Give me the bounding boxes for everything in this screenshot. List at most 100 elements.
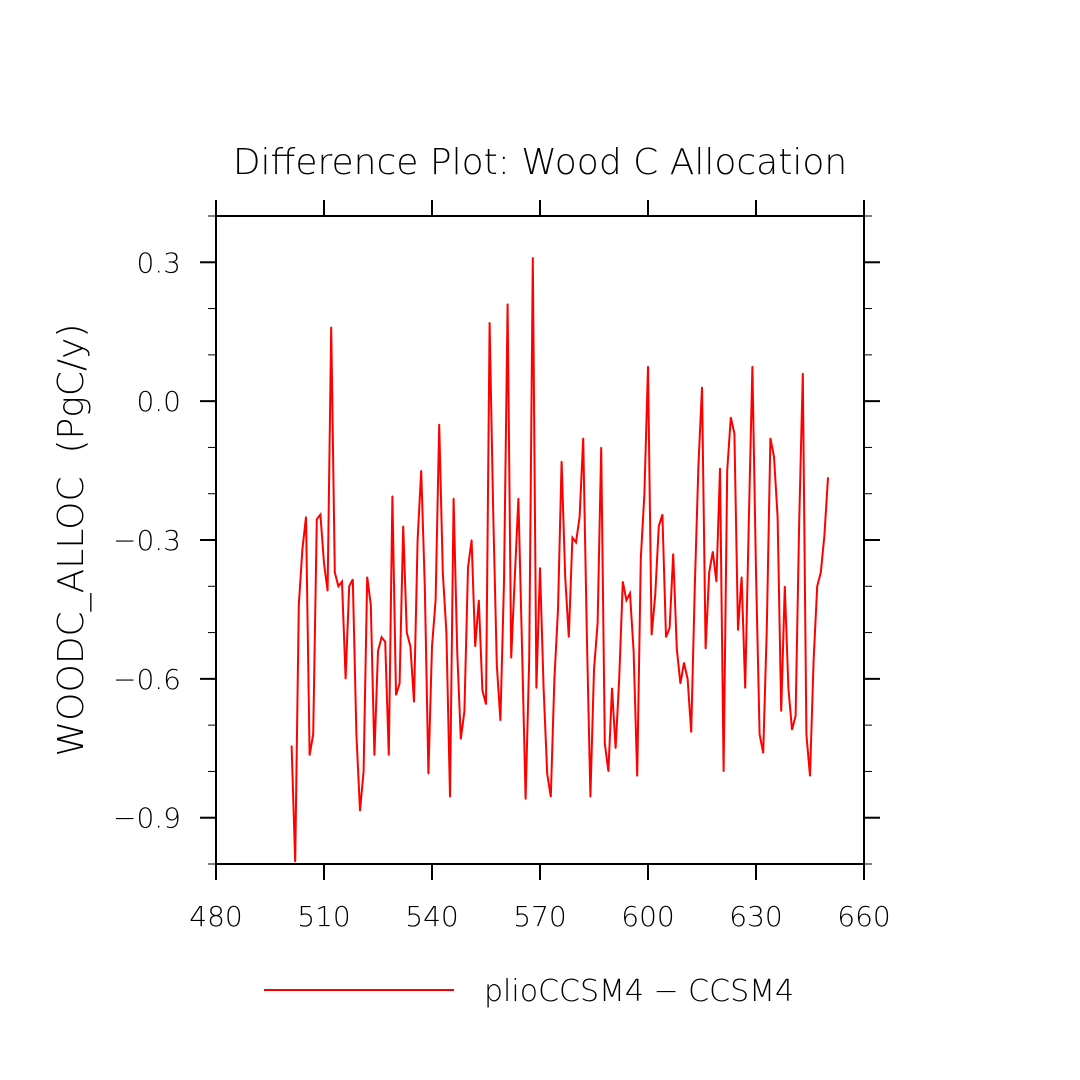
series-point xyxy=(600,446,602,449)
series-point xyxy=(730,416,732,418)
series-point xyxy=(683,662,685,664)
series-point xyxy=(438,423,440,425)
series-point xyxy=(607,770,610,773)
series-point xyxy=(449,796,451,798)
series-point xyxy=(762,752,764,754)
series-point xyxy=(784,585,786,587)
series-point xyxy=(546,773,548,775)
series-point xyxy=(787,687,790,689)
series-point xyxy=(737,629,739,631)
series-point xyxy=(334,571,336,574)
series-point xyxy=(327,590,329,592)
series-point xyxy=(766,627,768,629)
series-point xyxy=(809,775,811,777)
series-point xyxy=(294,861,296,863)
series-point xyxy=(690,731,692,733)
series-point xyxy=(514,576,516,578)
series-point xyxy=(305,516,307,518)
series-point xyxy=(528,659,530,661)
series-point xyxy=(543,687,545,689)
series-point xyxy=(406,631,408,634)
series-point xyxy=(636,775,638,777)
series-point xyxy=(694,585,696,587)
series-point xyxy=(309,754,311,756)
series-point xyxy=(586,631,588,634)
y-tick-label: 0.0 xyxy=(136,385,181,418)
series-point xyxy=(726,469,728,472)
series-point xyxy=(316,518,318,520)
series-point xyxy=(780,710,782,712)
series-point xyxy=(697,465,700,467)
series-point xyxy=(816,585,818,587)
series-point xyxy=(460,738,462,740)
series-point xyxy=(402,525,404,527)
series-point xyxy=(377,650,379,652)
series-point xyxy=(701,386,703,388)
series-point xyxy=(503,581,505,583)
x-tick-label: 600 xyxy=(621,900,674,933)
series-point xyxy=(341,581,343,583)
x-axis-tick-labels: 480 510 540 570 600 630 660 xyxy=(189,900,890,933)
series-point xyxy=(658,525,660,527)
series-point xyxy=(629,592,631,594)
series-point xyxy=(669,627,671,629)
series-point xyxy=(813,659,815,661)
series-point xyxy=(291,745,293,747)
series-point xyxy=(399,682,401,685)
series-point xyxy=(420,469,422,472)
series-point xyxy=(478,599,480,601)
series-point xyxy=(618,678,620,680)
y-tick-label: −0.9 xyxy=(113,802,181,835)
series-point xyxy=(564,576,566,578)
series-point xyxy=(719,467,721,469)
series-point xyxy=(413,701,415,703)
series-point xyxy=(751,365,754,368)
series-point xyxy=(435,599,437,601)
series-point xyxy=(539,567,541,569)
series-point xyxy=(298,604,300,606)
series-point xyxy=(589,796,592,798)
axis-ticks xyxy=(200,200,880,880)
series-point xyxy=(795,715,797,717)
series-point xyxy=(643,493,646,495)
series-point xyxy=(611,687,613,689)
series-point xyxy=(355,733,357,736)
plot-border xyxy=(215,215,865,865)
series-point xyxy=(798,520,800,523)
series-point xyxy=(323,562,325,564)
series-point xyxy=(427,773,429,775)
series-point xyxy=(384,641,386,643)
series-point xyxy=(777,516,779,518)
series-point xyxy=(395,694,397,696)
series-point xyxy=(604,743,606,745)
series-point xyxy=(312,733,314,736)
x-tick-label: 570 xyxy=(513,900,566,933)
series-point xyxy=(337,585,339,587)
series-point xyxy=(741,576,743,578)
series-point xyxy=(679,682,682,685)
y-tick-label: −0.6 xyxy=(113,663,181,696)
series-point xyxy=(417,539,419,541)
series-point xyxy=(471,539,473,541)
series-point xyxy=(823,534,826,536)
series-point xyxy=(820,571,822,574)
series-point xyxy=(352,578,354,580)
series-point xyxy=(705,648,707,650)
series-point xyxy=(723,770,725,773)
series-point xyxy=(467,567,469,569)
y-tick-label: −0.3 xyxy=(113,524,181,557)
series-point xyxy=(712,550,714,553)
series-point xyxy=(330,326,332,328)
series-line-0 xyxy=(290,257,829,862)
series-point xyxy=(651,634,653,636)
series-point xyxy=(579,516,581,518)
series-point xyxy=(625,599,628,601)
series-point xyxy=(672,553,674,555)
series-point xyxy=(499,719,501,722)
y-tick-label: 0.3 xyxy=(136,246,181,279)
legend: plioCCSM4 − CCSM4 xyxy=(264,974,794,1009)
series-point xyxy=(370,604,372,606)
x-tick-label: 540 xyxy=(405,900,458,933)
series-point xyxy=(593,669,595,671)
series-point xyxy=(654,594,656,597)
